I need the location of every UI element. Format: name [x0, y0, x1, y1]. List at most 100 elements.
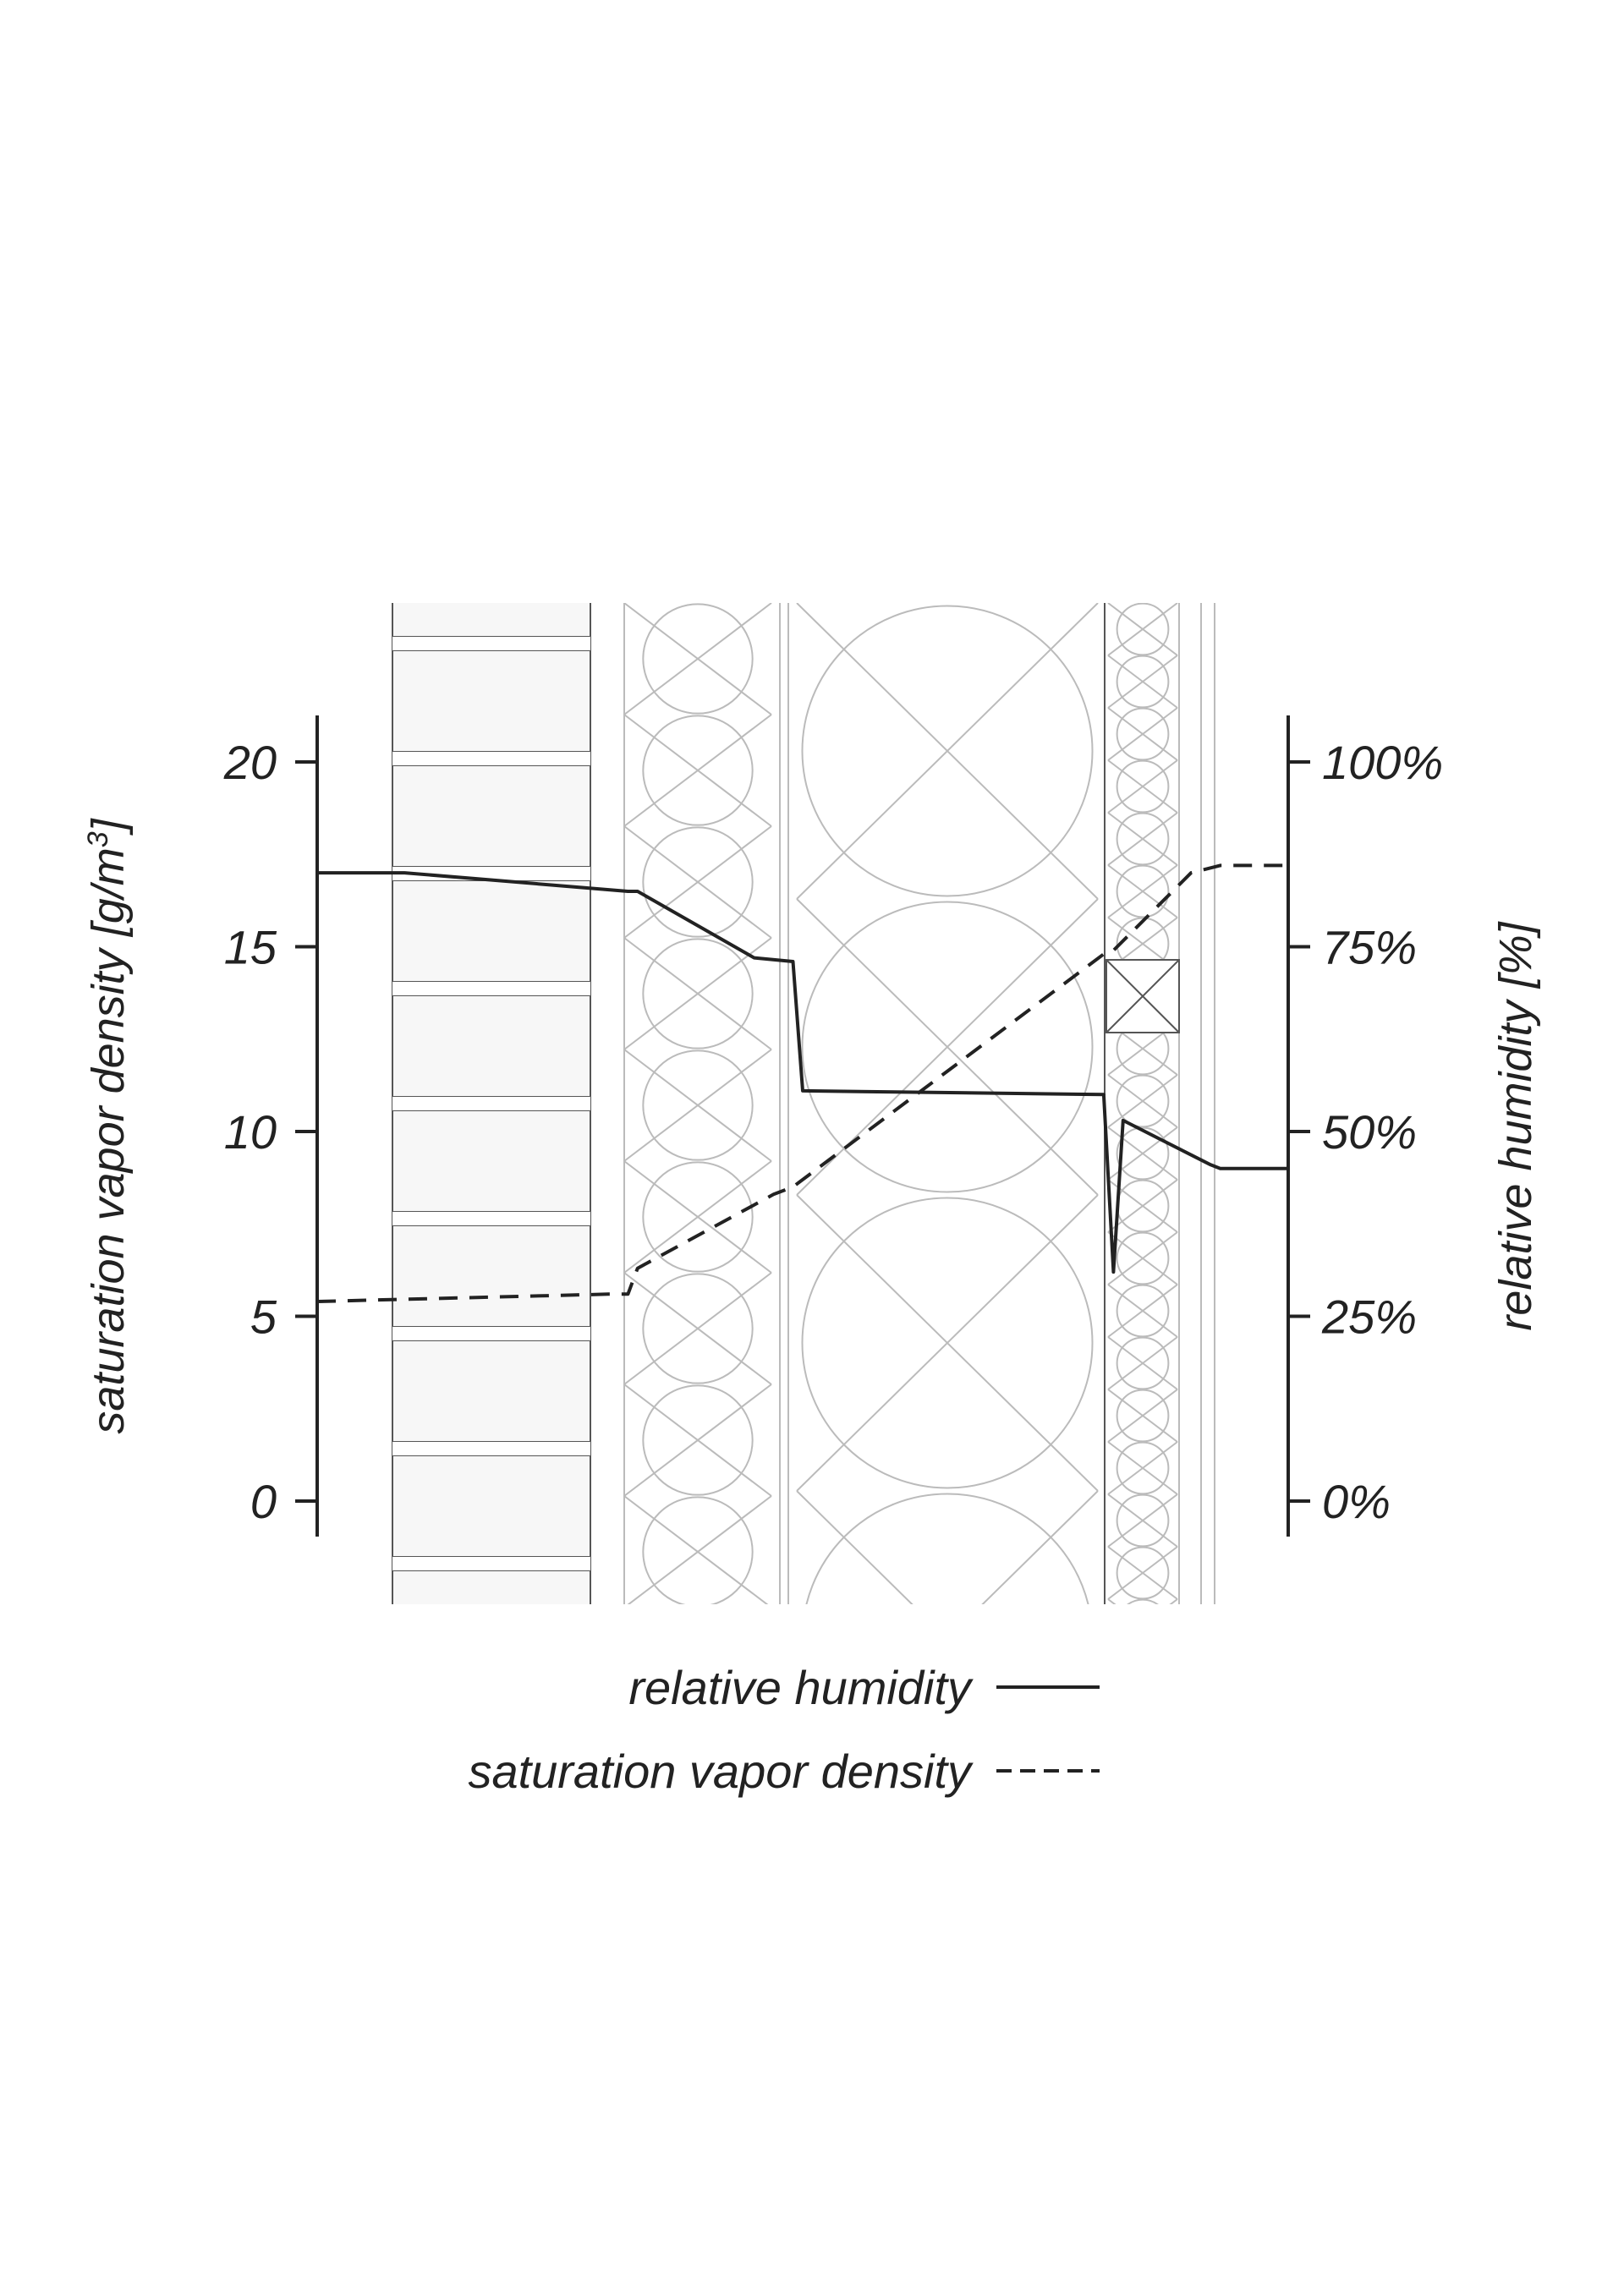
insulation-stroke — [1107, 655, 1178, 709]
wall-section-drawing — [392, 310, 1215, 2083]
insulation-stroke — [1107, 864, 1178, 918]
insulation-loop — [1116, 655, 1170, 709]
mortar-fill — [392, 752, 590, 765]
y-left-axis-title-sup: 3 — [82, 831, 114, 847]
insulation-layer-1 — [623, 492, 772, 1604]
insulation-loop — [642, 1161, 754, 1273]
legend: relative humidity saturation vapor densit… — [468, 1661, 1100, 1798]
insulation-stroke — [796, 603, 1099, 900]
insulation-stroke — [1108, 603, 1177, 604]
insulation-loop — [1116, 759, 1170, 814]
insulation-stroke — [623, 937, 772, 1050]
insulation-loop — [642, 938, 754, 1049]
insulation-loop — [1116, 864, 1170, 918]
y-right-tick-label: 100% — [1322, 736, 1443, 789]
insulation-stroke — [1107, 707, 1178, 761]
insulation-loop — [805, 1493, 1089, 1604]
mortar-fill — [392, 1327, 590, 1340]
insulation-stroke — [1107, 1493, 1178, 1548]
y-right-axis-title: relative humidity [%] — [1490, 920, 1541, 1330]
insulation-loop — [642, 1496, 754, 1604]
insulation-stroke — [1107, 1598, 1178, 1604]
insulation-stroke — [623, 1049, 772, 1162]
insulation-stroke — [1107, 1336, 1178, 1390]
insulation-loop — [1116, 1441, 1170, 1495]
insulation-loop — [1116, 1336, 1170, 1390]
y-left-axis-title-main: saturation vapor density [g/m — [83, 847, 134, 1433]
insulation-loop — [1116, 812, 1170, 866]
insulation-stroke — [623, 825, 772, 939]
insulation-loop — [1116, 603, 1170, 656]
insulation-loop — [1116, 707, 1170, 761]
insulation-loop — [642, 603, 754, 715]
mortar-fill — [392, 637, 590, 650]
batten-cross — [1106, 959, 1180, 1033]
mortar-fill — [392, 1557, 590, 1570]
insulation-stroke — [1107, 1389, 1178, 1443]
insulation-stroke — [1107, 1074, 1178, 1128]
insulation-stroke — [1108, 1652, 1177, 1704]
y-left-axis-title-end: ] — [83, 817, 134, 836]
legend-label: saturation vapor density — [468, 1745, 974, 1798]
insulation-loop — [803, 310, 1093, 600]
insulation-stroke — [624, 603, 771, 604]
insulation-loop — [1116, 1389, 1170, 1443]
insulation-loop — [642, 1273, 754, 1384]
insulation-stroke — [1107, 603, 1178, 656]
insulation-stroke — [623, 1495, 772, 1604]
y-right-tick-label: 50% — [1322, 1105, 1417, 1159]
insulation-stroke — [797, 603, 1098, 604]
y-left-tick-label: 15 — [224, 921, 277, 974]
series-group — [316, 863, 1288, 1303]
insulation-stroke — [623, 1384, 772, 1497]
mortar-fill — [392, 1442, 590, 1455]
insulation-stroke — [1107, 812, 1178, 866]
insulation-stroke — [623, 1272, 772, 1385]
insulation-loop — [1116, 1284, 1170, 1338]
insulation-stroke — [623, 714, 772, 827]
insulation-stroke — [1107, 759, 1178, 814]
insulation-loop — [642, 826, 754, 938]
insulation-loop — [1116, 1126, 1170, 1181]
insulation-stroke — [1107, 1546, 1178, 1600]
y-left-axis-title: saturation vapor density [g/m3] — [82, 817, 134, 1433]
legend-label: relative humidity — [628, 1661, 974, 1714]
insulation-loop — [1117, 1652, 1169, 1704]
insulation-loop — [1116, 1546, 1170, 1600]
insulation-stroke — [1107, 1441, 1178, 1495]
mortar-fill — [392, 1097, 590, 1110]
insulation-loop — [801, 901, 1094, 1193]
insulation-stroke — [796, 1194, 1099, 1492]
y-left-tick-label: 20 — [223, 736, 277, 789]
insulation-loop — [801, 1197, 1094, 1489]
insulation-stroke — [796, 898, 1099, 1196]
mortar-fill — [392, 982, 590, 995]
y-right-tick-label: 75% — [1322, 921, 1417, 974]
insulation-loop — [642, 715, 754, 826]
insulation-loop — [1116, 1493, 1170, 1548]
insulation-stroke — [623, 603, 772, 715]
insulation-loop — [643, 492, 752, 601]
insulation-loop — [803, 1790, 1093, 2080]
axes: 20 15 10 5 0 100% 75% 50% 25% 0% — [223, 715, 1443, 1537]
y-right-tick-label: 25% — [1321, 1290, 1417, 1344]
series-line-relative-humidity — [317, 871, 1288, 1274]
insulation-loop — [642, 1049, 754, 1161]
insulation-loop — [1116, 1074, 1170, 1128]
insulation-stroke — [797, 1787, 1098, 2083]
y-left-tick-label: 5 — [250, 1290, 277, 1344]
insulation-stroke — [623, 1160, 772, 1274]
y-left-tick-label: 10 — [224, 1105, 277, 1159]
insulation-stroke — [796, 1490, 1099, 1604]
mortar-fill — [392, 1212, 590, 1225]
insulation-loop — [1116, 1231, 1170, 1285]
insulation-stroke — [1107, 1284, 1178, 1338]
insulation-loop — [1127, 1598, 1159, 1604]
insulation-loop — [801, 605, 1094, 897]
insulation-loop — [642, 1384, 754, 1496]
insulation-loop — [1138, 603, 1147, 604]
insulation-stroke — [1107, 1231, 1178, 1285]
insulation-layer-3 — [1107, 603, 1178, 1704]
insulation-layer-2 — [796, 310, 1099, 2083]
